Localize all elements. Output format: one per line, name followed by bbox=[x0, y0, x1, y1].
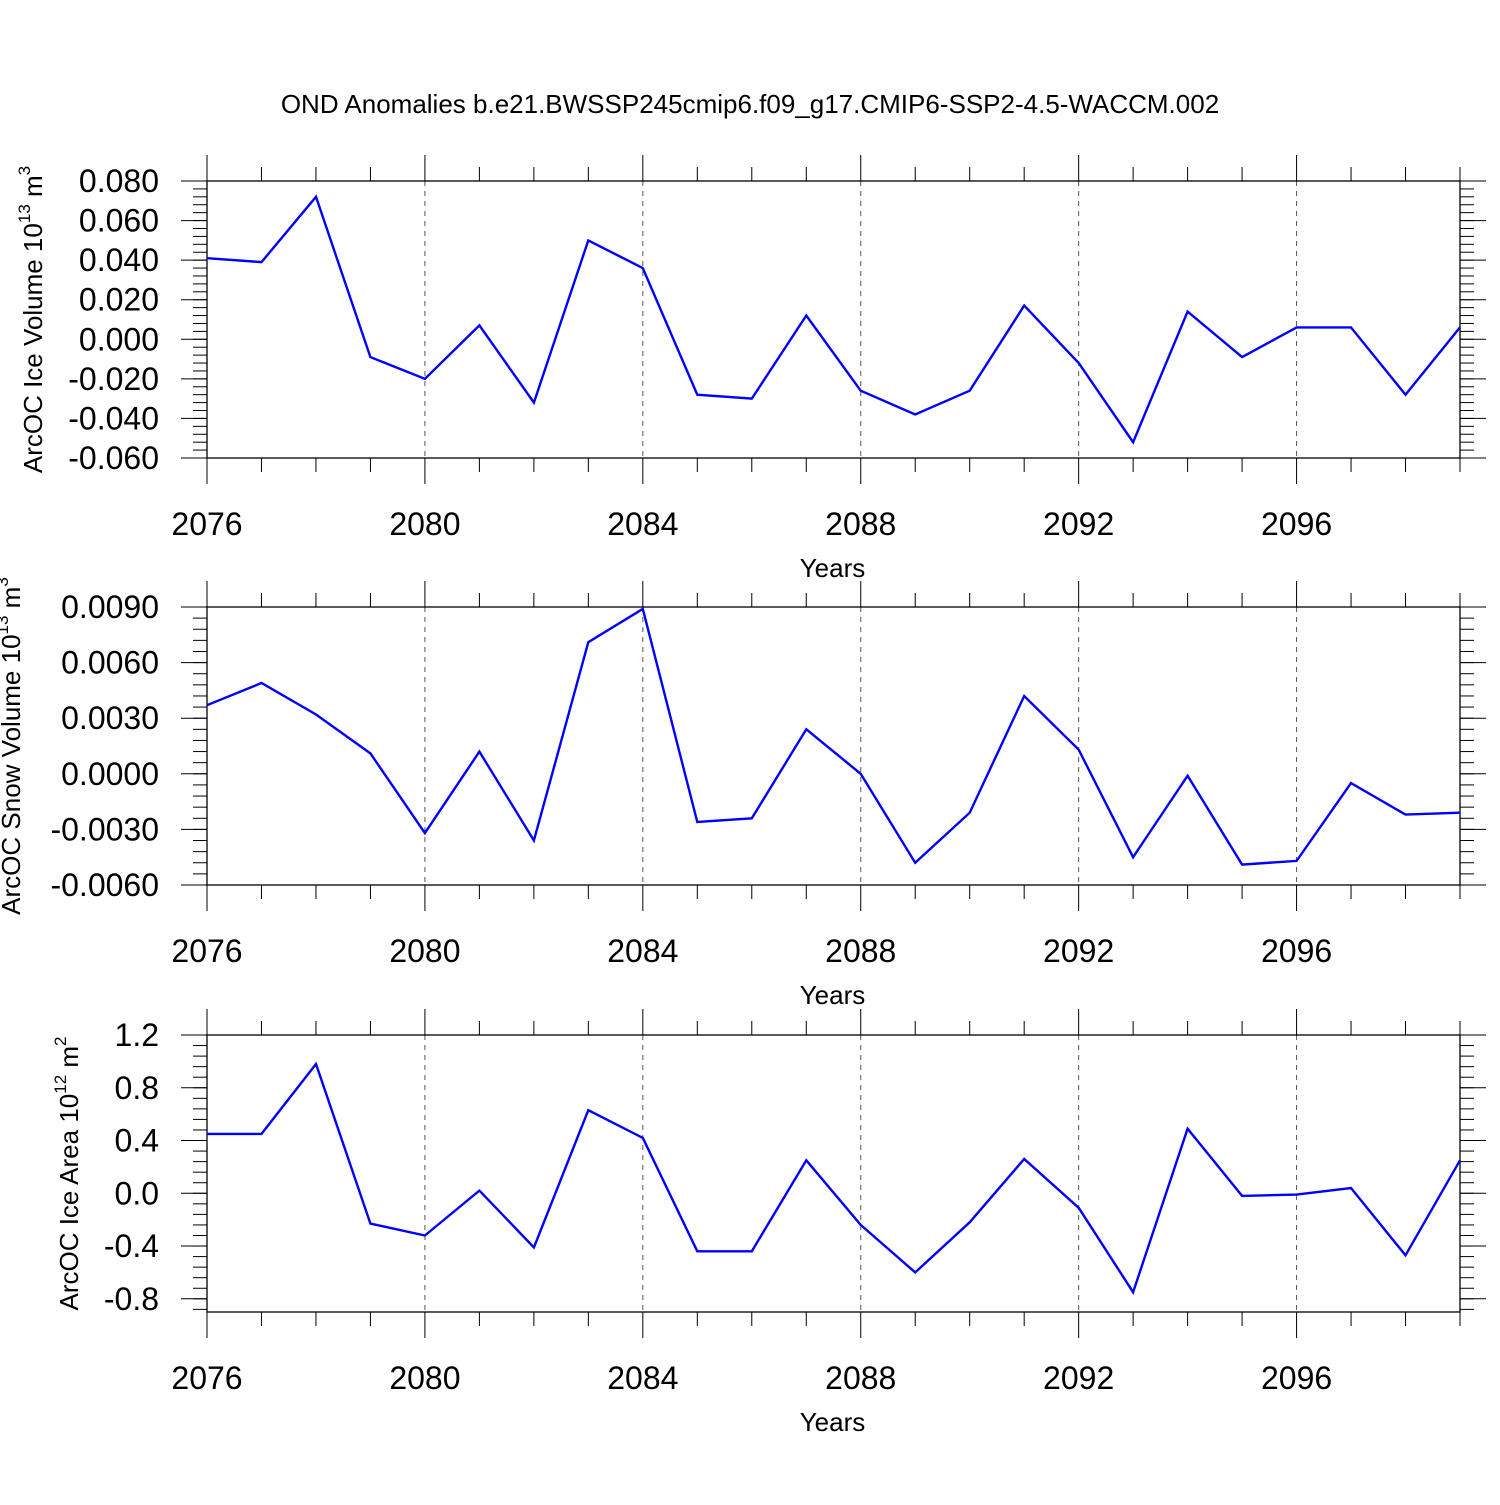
x-tick-label: 2084 bbox=[607, 506, 678, 542]
x-tick-label: 2084 bbox=[607, 933, 678, 969]
y-tick-label: -0.4 bbox=[104, 1228, 159, 1264]
y-tick-label: 0.060 bbox=[79, 203, 159, 239]
y-axis-title: ArcOC Ice Area 1012 m2 bbox=[51, 1036, 84, 1310]
x-tick-label: 2076 bbox=[171, 506, 242, 542]
panel-2: -0.0060 -0.0030 0.0000 0.0030 0.0060 0.0090 20… bbox=[0, 577, 1486, 1010]
y-tick-label: 0.080 bbox=[79, 163, 159, 199]
plot-frame bbox=[206, 606, 1461, 886]
y-tick-label: 0.8 bbox=[115, 1070, 159, 1106]
x-tick-label: 2088 bbox=[825, 933, 896, 969]
y-axis-title: ArcOC Ice Volume 1013 m3 bbox=[15, 166, 48, 473]
x-tick-label: 2080 bbox=[389, 933, 460, 969]
y-tick-label: -0.060 bbox=[68, 440, 159, 476]
y-axis-title: ArcOC Snow Volume 1013 m3 bbox=[0, 577, 26, 915]
y-tick-label: 0.000 bbox=[79, 321, 159, 357]
panel-3: -0.8 -0.4 0.0 0.4 0.8 1.2 2076 2080 2084 2088 2092… bbox=[51, 1009, 1486, 1437]
series-line bbox=[206, 607, 1461, 866]
x-tick-label: 2096 bbox=[1261, 933, 1332, 969]
y-tick-label: 0.0060 bbox=[61, 645, 159, 681]
plot-frame bbox=[206, 1034, 1461, 1313]
y-tick-label: -0.0030 bbox=[50, 811, 159, 847]
x-axis-title: Years bbox=[800, 553, 866, 583]
series-line bbox=[206, 194, 1461, 445]
x-tick-label: 2092 bbox=[1043, 1360, 1114, 1396]
y-tick-label: 0.0030 bbox=[61, 700, 159, 736]
x-axis-title: Years bbox=[800, 1407, 866, 1437]
main-title: OND Anomalies b.e21.BWSSP245cmip6.f09_g1… bbox=[281, 89, 1219, 119]
y-tick-label: 0.040 bbox=[79, 242, 159, 278]
x-tick-label: 2080 bbox=[389, 1360, 460, 1396]
y-tick-label: 0.0000 bbox=[61, 756, 159, 792]
series-line bbox=[207, 1061, 1462, 1295]
x-tick-label: 2092 bbox=[1043, 933, 1114, 969]
x-tick-label: 2088 bbox=[825, 1360, 896, 1396]
y-tick-label: 0.0 bbox=[115, 1175, 159, 1211]
x-tick-label: 2076 bbox=[171, 933, 242, 969]
plot-frame bbox=[206, 180, 1461, 459]
x-tick-label: 2096 bbox=[1261, 1360, 1332, 1396]
y-tick-label: -0.0060 bbox=[50, 867, 159, 903]
x-tick-label: 2080 bbox=[389, 506, 460, 542]
x-tick-label: 2096 bbox=[1261, 506, 1332, 542]
y-tick-label: 1.2 bbox=[115, 1017, 159, 1053]
y-tick-label: -0.8 bbox=[104, 1281, 159, 1317]
y-tick-label: -0.020 bbox=[68, 361, 159, 397]
x-tick-label: 2088 bbox=[825, 506, 896, 542]
x-tick-label: 2084 bbox=[607, 1360, 678, 1396]
x-tick-label: 2092 bbox=[1043, 506, 1114, 542]
y-tick-label: 0.4 bbox=[115, 1123, 159, 1159]
x-tick-label: 2076 bbox=[171, 1360, 242, 1396]
y-tick-label: 0.0090 bbox=[61, 589, 159, 625]
y-tick-label: 0.020 bbox=[79, 282, 159, 318]
x-axis-title: Years bbox=[800, 980, 866, 1010]
y-tick-label: -0.040 bbox=[68, 400, 159, 436]
